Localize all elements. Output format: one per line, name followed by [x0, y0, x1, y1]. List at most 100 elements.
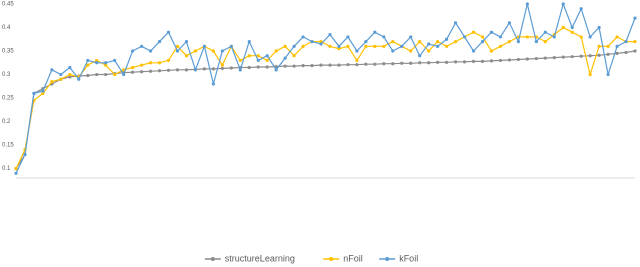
data-point [633, 16, 637, 20]
data-point [570, 55, 574, 59]
data-point [400, 61, 404, 65]
data-point [166, 30, 171, 34]
data-point [373, 62, 377, 66]
data-point [131, 70, 135, 74]
data-point [355, 49, 359, 53]
data-point [50, 68, 54, 72]
data-point [534, 56, 538, 61]
data-point [543, 40, 547, 44]
data-point [202, 67, 206, 71]
data-point [274, 49, 278, 53]
y-tick-label: 0.25 [2, 96, 14, 102]
data-point [265, 58, 269, 63]
data-point [328, 63, 332, 67]
data-point [184, 68, 189, 72]
data-point [624, 40, 628, 44]
data-point [561, 2, 565, 6]
data-point [50, 79, 54, 84]
data-point [301, 44, 305, 48]
data-point [184, 54, 189, 58]
data-point [364, 40, 368, 44]
data-point [346, 44, 350, 48]
data-point [597, 44, 601, 48]
data-point [23, 152, 27, 157]
data-point [283, 56, 287, 60]
data-point [561, 25, 565, 30]
data-point [310, 40, 314, 44]
data-point [131, 49, 135, 53]
data-point [480, 35, 485, 39]
data-point [525, 2, 529, 6]
data-point [597, 53, 601, 57]
y-tick-label: 0.35 [2, 49, 14, 55]
series-line [15, 2, 636, 174]
data-point [104, 72, 108, 77]
data-point [310, 64, 314, 68]
data-point [131, 65, 135, 70]
data-point [427, 42, 431, 46]
data-point [606, 52, 610, 56]
data-point [471, 49, 476, 53]
data-point [175, 68, 180, 72]
data-point [328, 44, 332, 48]
data-point [382, 44, 386, 48]
data-point [507, 58, 512, 62]
data-point [193, 68, 198, 72]
data-point [364, 44, 368, 48]
data-point [122, 68, 126, 72]
data-point [256, 65, 260, 69]
data-point [148, 61, 153, 65]
data-point [41, 89, 45, 93]
data-point [14, 166, 18, 171]
data-point [175, 44, 180, 48]
data-point [391, 40, 395, 44]
data-point [68, 72, 72, 77]
legend-marker [385, 257, 390, 261]
data-point [588, 72, 592, 77]
data-point [283, 44, 287, 48]
data-point [274, 64, 278, 69]
data-point [489, 30, 494, 34]
data-point [588, 35, 592, 39]
data-point [95, 58, 99, 63]
data-point [256, 58, 260, 63]
data-point [445, 44, 449, 48]
data-point [427, 49, 431, 53]
data-point [256, 54, 260, 58]
data-point [355, 58, 359, 63]
data-point [292, 54, 296, 58]
data-point [211, 49, 215, 53]
data-point [175, 49, 180, 53]
data-point [373, 44, 377, 48]
data-point [633, 49, 637, 53]
data-point [113, 72, 117, 77]
data-point [148, 69, 153, 73]
data-point [95, 61, 99, 65]
data-point [166, 68, 171, 72]
data-point [148, 49, 153, 53]
data-point [382, 35, 386, 39]
data-point [59, 77, 63, 81]
data-point [319, 63, 323, 67]
data-point [445, 37, 449, 41]
data-point [543, 56, 547, 60]
data-point [462, 60, 467, 64]
data-point [525, 35, 529, 39]
data-point [453, 21, 458, 25]
data-point [507, 21, 512, 25]
data-point [104, 63, 108, 67]
data-point [391, 49, 395, 53]
data-point [453, 60, 458, 64]
data-point [588, 54, 592, 58]
data-point [211, 82, 215, 86]
data-point [552, 35, 556, 39]
data-point [543, 30, 547, 34]
data-point [498, 58, 503, 63]
data-point [471, 30, 476, 34]
y-tick-label: 0.2 [2, 119, 11, 125]
data-point [68, 75, 72, 79]
y-tick-label: 0.15 [2, 143, 14, 149]
data-point [498, 44, 503, 48]
